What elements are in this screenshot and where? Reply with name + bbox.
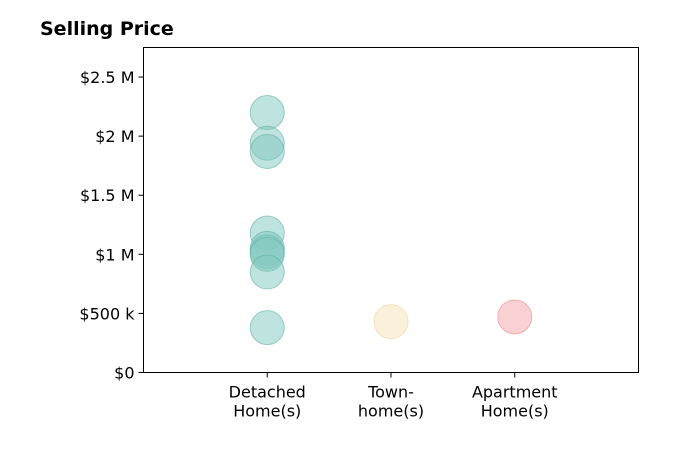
y-tick-label: $0 (114, 364, 134, 383)
y-tick-label: $1 M (95, 245, 134, 264)
x-tick-label-line: home(s) (358, 402, 424, 421)
y-tick-label: $2.5 M (80, 68, 135, 87)
plot-frame (143, 47, 639, 373)
y-tick-label: $500 k (79, 304, 135, 323)
x-axis: Detached Home(s)Town-home(s)Apartment Home… (229, 372, 558, 421)
data-point (249, 134, 285, 169)
data-point (249, 95, 285, 130)
x-tick-label-line: Detached (229, 383, 306, 402)
x-tick-label: Town-home(s) (358, 383, 424, 421)
x-tick-label-line: Apartment (472, 383, 558, 402)
y-axis: $0 $500 k $1 M $1.5 M $2 M $2.5 M (79, 68, 144, 383)
x-tick-label: Apartment Home(s) (472, 383, 558, 421)
data-points (249, 95, 533, 346)
chart-title: Selling Price (40, 18, 174, 40)
data-point (373, 304, 409, 340)
x-tick-label-line: Town- (367, 383, 414, 402)
x-tick-label-line: Home(s) (481, 402, 549, 421)
x-tick-label: Detached Home(s) (229, 383, 306, 421)
data-point (497, 299, 533, 335)
data-point (249, 254, 285, 290)
y-tick-label: $1.5 M (80, 186, 135, 205)
y-tick-label: $2 M (95, 127, 134, 146)
x-tick-label-line: Home(s) (233, 402, 301, 421)
data-point (249, 310, 285, 346)
